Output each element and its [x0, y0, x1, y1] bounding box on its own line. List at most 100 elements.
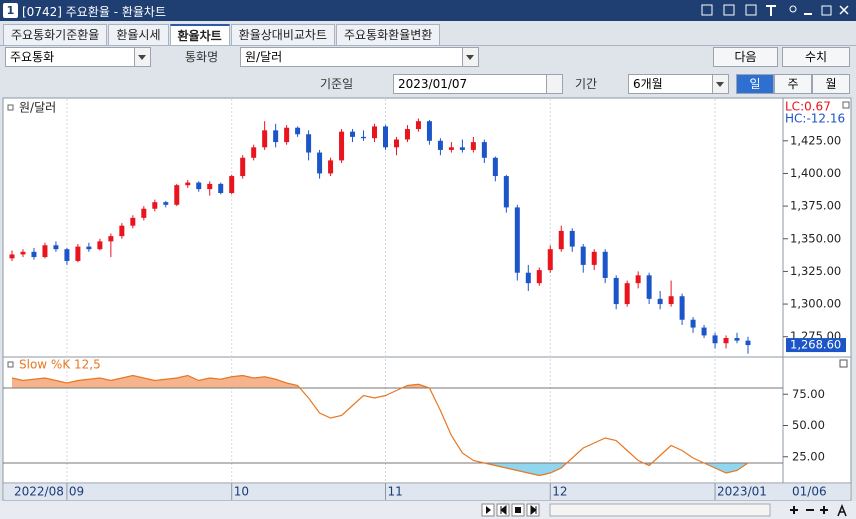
candle-body: [240, 157, 246, 177]
candle-body: [635, 275, 641, 284]
date-input[interactable]: 2023/01/07: [393, 74, 563, 94]
overbought-fill: [12, 375, 748, 388]
candle-body: [679, 296, 685, 320]
candle-body: [251, 147, 257, 158]
candle-body: [723, 338, 729, 344]
x-tick-label: 09: [69, 485, 84, 499]
tab[interactable]: 주요통화환율변환: [336, 24, 441, 45]
y-tick-label: 1,425.00: [790, 133, 841, 147]
chart-title: 원/달러: [19, 101, 56, 115]
candle-body: [64, 249, 70, 261]
period-select[interactable]: 6개월: [628, 74, 729, 94]
date-label: 기준일: [320, 77, 354, 91]
candle-body: [295, 127, 301, 135]
candle-body: [393, 139, 399, 148]
group-value: 주요통화: [10, 50, 55, 64]
y-tick-label: 1,400.00: [790, 166, 841, 180]
candle-body: [492, 157, 498, 177]
candle-body: [481, 142, 487, 158]
candle-body: [745, 340, 751, 346]
candle-body: [339, 131, 345, 161]
candle-body: [602, 251, 608, 278]
x-tick-label: 12: [552, 485, 567, 499]
unit-button[interactable]: 일: [736, 74, 774, 94]
y-tick-label: 75.00: [792, 387, 825, 401]
title-bar: 1 [0742] 주요환율 - 환율차트: [0, 0, 856, 21]
candle-body: [514, 207, 520, 273]
candle-body: [668, 296, 674, 305]
candle-body: [130, 217, 136, 226]
candle-body: [646, 275, 652, 299]
y-tick-label: 1,350.00: [790, 231, 841, 245]
candle-body: [569, 230, 575, 247]
tab[interactable]: 주요통화기준환율: [3, 24, 108, 45]
candle-body: [382, 126, 388, 148]
candle-body: [196, 182, 202, 190]
x-tick-label: 10: [234, 485, 249, 499]
candle-body: [470, 142, 476, 150]
last-date: 01/06: [792, 485, 827, 499]
tab[interactable]: 환율차트: [169, 24, 230, 45]
unit-button[interactable]: 주: [774, 74, 812, 94]
currency-value: 원/달러: [245, 50, 283, 64]
stoch-line: [11, 374, 749, 477]
last-price-box: [786, 338, 846, 353]
candle-body: [503, 176, 509, 208]
period-value: 6개월: [633, 77, 663, 91]
x-tick-label: 2022/08: [14, 485, 64, 499]
candle-body: [426, 121, 432, 141]
period-label: 기간: [575, 77, 598, 91]
candle-body: [262, 130, 268, 148]
indicator-title: Slow %K 12,5: [19, 358, 101, 372]
candle-body: [448, 147, 454, 150]
candle-body: [558, 230, 564, 250]
candle-body: [185, 182, 191, 186]
candle-body: [174, 185, 180, 205]
candle-body: [9, 254, 15, 259]
candle-body: [525, 272, 531, 284]
window-icons[interactable]: [700, 3, 850, 18]
y-tick-label: 25.00: [792, 449, 825, 463]
candle-body: [306, 134, 312, 153]
y-tick-label: 50.00: [792, 418, 825, 432]
candle-body: [361, 136, 367, 139]
candle-body: [701, 327, 707, 336]
title-marker: [7, 361, 14, 368]
candle-body: [624, 283, 630, 305]
candle-body: [404, 129, 410, 140]
scroll-controls[interactable]: [481, 503, 847, 517]
date-value: 2023/01/07: [398, 77, 468, 91]
tab[interactable]: 환율시세: [108, 24, 169, 45]
title-marker: [7, 104, 14, 111]
candle-body: [657, 298, 663, 305]
candle-body: [42, 245, 48, 258]
tab[interactable]: 환율상대비교차트: [230, 24, 335, 45]
candle-body: [580, 246, 586, 265]
candle-body: [536, 270, 542, 284]
window-title: [0742] 주요환율 - 환율차트: [22, 5, 166, 19]
y-tick-label: 1,325.00: [790, 264, 841, 278]
next-button[interactable]: 다음: [713, 47, 778, 67]
candle-body: [163, 202, 169, 205]
candle-body: [690, 319, 696, 328]
candle-body: [415, 121, 421, 130]
candle-body: [459, 147, 465, 150]
currency-select[interactable]: 원/달러: [240, 47, 479, 67]
currency-label: 통화명: [185, 50, 219, 64]
unit-button[interactable]: 월: [812, 74, 850, 94]
annotation: LC:0.67: [785, 100, 831, 114]
y-tick-label: 1,375.00: [790, 199, 841, 213]
last-price-label: 1,268.60: [790, 338, 841, 352]
candle-body: [108, 236, 114, 242]
candle-body: [20, 251, 26, 255]
candle-body: [547, 249, 553, 271]
annotation: HC:-12.16: [785, 112, 845, 126]
group-select[interactable]: 주요통화: [5, 47, 151, 67]
window-number: 1: [3, 3, 18, 18]
candle-body: [372, 126, 378, 139]
values-button[interactable]: 수치: [782, 47, 850, 67]
candle-body: [97, 241, 103, 250]
candle-body: [53, 245, 59, 250]
